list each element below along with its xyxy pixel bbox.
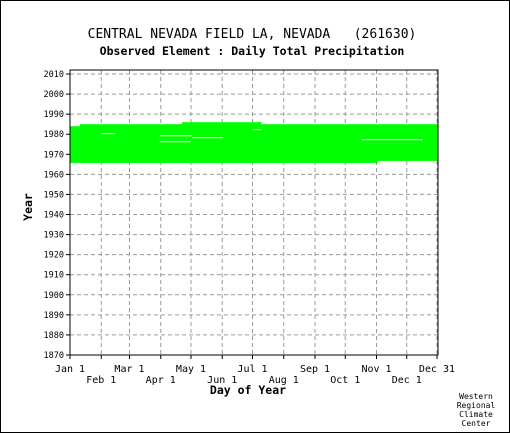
x-tick-label: Jan 1 (55, 364, 85, 375)
data-year-bar (70, 158, 438, 161)
y-tick-label: 1920 (44, 251, 64, 261)
x-tick-label: Sep 1 (300, 364, 330, 375)
plot-area-border (69, 69, 439, 356)
data-year-bar (70, 160, 378, 163)
data-gap (159, 141, 191, 143)
x-tick-label: Aug 1 (269, 375, 299, 386)
credit-line: Western (459, 392, 493, 401)
x-tick-label: Jul 1 (237, 364, 267, 375)
data-year-bar (70, 130, 438, 133)
credit-line: Climate (459, 410, 493, 419)
y-tick-label: 1970 (44, 150, 64, 160)
x-tick-label: May 1 (176, 364, 206, 375)
data-gap (361, 139, 423, 141)
data-year-bar (70, 150, 438, 153)
y-tick-label: 1910 (44, 271, 64, 281)
x-tick-label: Feb 1 (86, 375, 116, 386)
y-tick-label: 2010 (44, 70, 64, 80)
data-year-bar (70, 126, 438, 129)
y-tick-label: 1950 (44, 190, 64, 200)
x-tick-label: Nov 1 (361, 364, 391, 375)
credit-block: Western Regional Climate Center (457, 392, 496, 428)
data-year-bar (80, 124, 439, 127)
data-year-bar (70, 146, 438, 149)
x-tick-label: Mar 1 (114, 364, 144, 375)
data-coverage (70, 122, 439, 163)
x-tick-label: Dec 31 (419, 364, 455, 375)
y-tick-label: 1870 (44, 351, 64, 361)
x-tick-label: Apr 1 (146, 375, 176, 386)
data-gap (101, 133, 116, 135)
y-axis-title: Year (21, 193, 35, 221)
credit-line: Regional (457, 401, 496, 410)
data-year-bar (70, 136, 438, 139)
x-tick-label: Oct 1 (330, 375, 360, 386)
data-year-bar (181, 122, 262, 125)
data-gap (159, 135, 192, 137)
data-year-bar (70, 140, 438, 143)
y-tick-label: 2000 (44, 90, 64, 100)
x-axis-ticks: Jan 1 Mar 1 May 1 Jul 1 Sep 1 Nov 1 Dec 31 Feb … (55, 355, 455, 386)
y-tick-label: 1980 (44, 130, 64, 140)
y-tick-label: 1890 (44, 311, 64, 321)
x-tick-label: Jun 1 (207, 375, 237, 386)
data-year-bar (70, 132, 438, 135)
grid-lines (70, 70, 438, 356)
data-year-bar (70, 134, 438, 137)
chart-subtitle: Observed Element : Daily Total Precipita… (100, 44, 405, 58)
data-gap (252, 129, 262, 131)
y-tick-label: 1930 (44, 231, 64, 241)
data-gap (191, 137, 224, 139)
data-year-bar (70, 144, 438, 147)
credit-line: Center (462, 419, 491, 428)
y-tick-label: 1900 (44, 291, 64, 301)
x-axis-title: Day of Year (210, 383, 286, 397)
data-year-bar (70, 154, 438, 157)
x-tick-label: Dec 1 (392, 375, 422, 386)
y-tick-label: 1990 (44, 110, 64, 120)
y-tick-label: 1960 (44, 170, 64, 180)
data-year-bar (70, 142, 438, 145)
y-axis-ticks: 1870 1880 1890 1900 1910 1920 1930 1940 1950 1960… (44, 70, 70, 361)
data-year-bar (70, 156, 438, 159)
y-tick-label: 1880 (44, 331, 64, 341)
y-tick-label: 1940 (44, 211, 64, 221)
data-year-bar (70, 138, 438, 141)
data-year-bar (70, 148, 438, 151)
data-year-bar (70, 152, 438, 155)
chart-title: CENTRAL NEVADA FIELD LA, NEVADA (261630) (88, 27, 417, 42)
